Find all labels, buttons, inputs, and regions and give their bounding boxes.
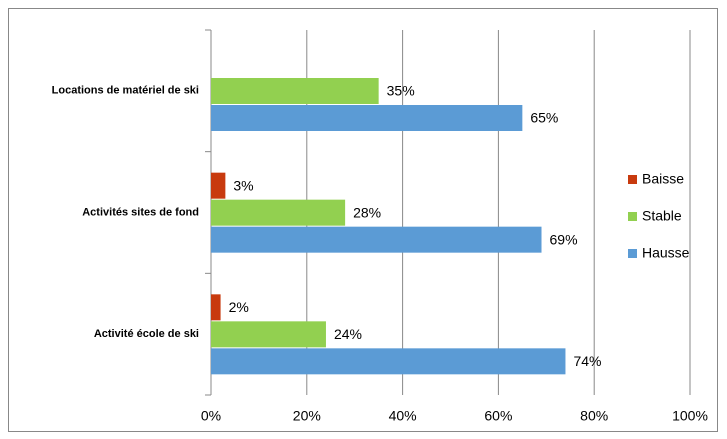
bar [211, 105, 523, 131]
legend-label: Baisse [642, 171, 684, 187]
value-label: 69% [550, 231, 578, 247]
category-label: Activités sites de fond [82, 206, 199, 218]
bar [211, 199, 346, 226]
legend-label: Stable [642, 208, 682, 224]
x-tick-label: 60% [484, 408, 512, 424]
legend-label: Hausse [642, 245, 690, 261]
x-tick-label: 100% [672, 408, 708, 424]
value-label: 24% [334, 326, 362, 342]
bar [211, 78, 379, 104]
value-label: 2% [229, 299, 249, 315]
category-label: Activité école de ski [94, 328, 199, 340]
value-label: 74% [573, 353, 601, 369]
bar [211, 321, 326, 348]
bar [211, 294, 221, 321]
value-label: 28% [353, 204, 381, 220]
x-tick-label: 80% [580, 408, 608, 424]
category-label: Locations de matériel de ski [52, 85, 199, 97]
x-tick-label: 0% [201, 408, 221, 424]
bar [211, 172, 226, 199]
legend-swatch [628, 212, 637, 221]
value-label: 65% [530, 110, 558, 126]
bar [211, 226, 542, 253]
value-label: 35% [387, 83, 415, 99]
legend-swatch [628, 175, 637, 184]
value-label: 3% [233, 177, 253, 193]
x-tick-label: 20% [293, 408, 321, 424]
bar [211, 348, 566, 375]
x-tick-label: 40% [389, 408, 417, 424]
legend-swatch [628, 249, 637, 258]
